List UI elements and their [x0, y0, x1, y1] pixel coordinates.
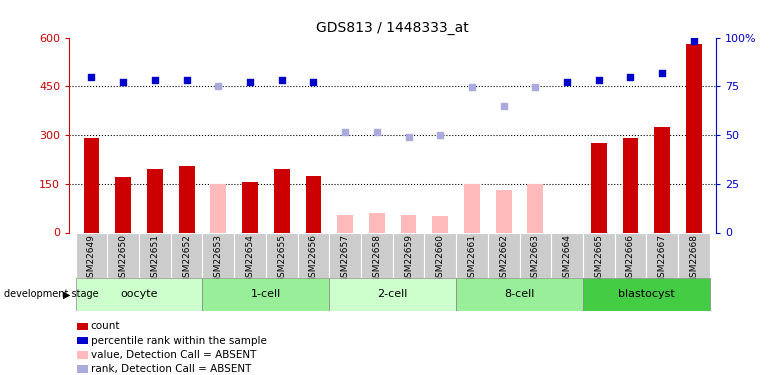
Bar	[456, 232, 488, 278]
Bar	[139, 232, 171, 278]
Bar	[432, 216, 448, 232]
Bar	[400, 214, 417, 232]
Bar	[274, 169, 290, 232]
Point	[624, 74, 637, 80]
Bar	[496, 190, 511, 232]
Point	[339, 129, 351, 135]
Bar	[551, 232, 583, 278]
Point	[561, 80, 573, 86]
Bar	[179, 166, 195, 232]
Text: GSM22667: GSM22667	[658, 234, 667, 283]
Point	[307, 80, 320, 86]
Text: GSM22663: GSM22663	[531, 234, 540, 283]
Text: GSM22668: GSM22668	[689, 234, 698, 283]
Text: GSM22655: GSM22655	[277, 234, 286, 283]
Text: GSM22658: GSM22658	[373, 234, 381, 283]
Text: 2-cell: 2-cell	[377, 290, 408, 299]
Point	[149, 77, 161, 83]
Bar	[686, 44, 701, 232]
Bar	[337, 214, 353, 232]
Point	[434, 132, 447, 138]
Text: blastocyst: blastocyst	[618, 290, 675, 299]
Bar	[464, 184, 480, 232]
Bar	[591, 143, 607, 232]
Bar	[297, 232, 330, 278]
Point	[403, 134, 415, 140]
Bar	[210, 184, 226, 232]
Point	[656, 70, 668, 76]
Text: 1-cell: 1-cell	[251, 290, 281, 299]
Title: GDS813 / 1448333_at: GDS813 / 1448333_at	[316, 21, 469, 35]
Bar	[488, 232, 520, 278]
Text: GSM22665: GSM22665	[594, 234, 603, 283]
Bar	[171, 232, 203, 278]
Text: GSM22662: GSM22662	[499, 234, 508, 283]
Bar	[456, 278, 583, 311]
Point	[688, 38, 700, 44]
Point	[85, 74, 98, 80]
Text: ▶: ▶	[63, 290, 71, 299]
Text: GSM22656: GSM22656	[309, 234, 318, 283]
Text: rank, Detection Call = ABSENT: rank, Detection Call = ABSENT	[91, 364, 251, 374]
Text: GSM22661: GSM22661	[467, 234, 477, 283]
Text: count: count	[91, 321, 120, 331]
Bar	[623, 138, 638, 232]
Point	[276, 77, 288, 83]
Text: development stage: development stage	[4, 290, 99, 299]
Text: GSM22659: GSM22659	[404, 234, 413, 283]
Text: percentile rank within the sample: percentile rank within the sample	[91, 336, 266, 345]
Point	[529, 84, 541, 90]
Bar	[393, 232, 424, 278]
Text: GSM22654: GSM22654	[246, 234, 255, 283]
Bar	[116, 177, 131, 232]
Bar	[654, 127, 670, 232]
Text: value, Detection Call = ABSENT: value, Detection Call = ABSENT	[91, 350, 256, 360]
Bar	[242, 182, 258, 232]
Text: GSM22650: GSM22650	[119, 234, 128, 283]
Bar	[203, 278, 330, 311]
Bar	[520, 232, 551, 278]
Bar	[147, 169, 162, 232]
Bar	[361, 232, 393, 278]
Text: GSM22652: GSM22652	[182, 234, 191, 283]
Bar	[75, 278, 203, 311]
Bar	[107, 232, 139, 278]
Bar	[646, 232, 678, 278]
Text: GSM22660: GSM22660	[436, 234, 445, 283]
Bar	[424, 232, 456, 278]
Bar	[266, 232, 297, 278]
Bar	[84, 138, 99, 232]
Text: oocyte: oocyte	[120, 290, 158, 299]
Bar	[203, 232, 234, 278]
Text: 8-cell: 8-cell	[504, 290, 534, 299]
Text: GSM22657: GSM22657	[340, 234, 350, 283]
Point	[370, 129, 383, 135]
Point	[213, 83, 225, 89]
Bar	[678, 232, 710, 278]
Bar	[614, 232, 646, 278]
Bar	[75, 232, 107, 278]
Bar	[527, 184, 544, 232]
Text: GSM22649: GSM22649	[87, 234, 96, 283]
Point	[180, 77, 192, 83]
Text: GSM22653: GSM22653	[214, 234, 223, 283]
Bar	[330, 278, 456, 311]
Bar	[306, 176, 321, 232]
Text: GSM22651: GSM22651	[150, 234, 159, 283]
Point	[593, 77, 605, 83]
Point	[117, 80, 129, 86]
Text: GSM22666: GSM22666	[626, 234, 635, 283]
Point	[466, 84, 478, 90]
Text: GSM22664: GSM22664	[563, 234, 571, 283]
Bar	[234, 232, 266, 278]
Point	[244, 80, 256, 86]
Point	[497, 103, 510, 109]
Bar	[583, 232, 614, 278]
Bar	[583, 278, 710, 311]
Bar	[369, 213, 385, 232]
Bar	[330, 232, 361, 278]
